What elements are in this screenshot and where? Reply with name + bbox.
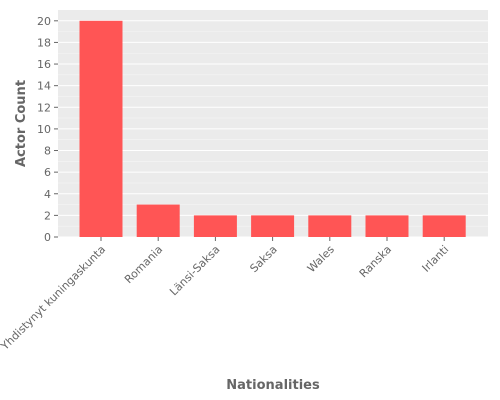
plot-panel xyxy=(58,10,488,237)
bar xyxy=(251,215,295,237)
x-tick-label: Irlanti xyxy=(420,243,452,275)
y-tick-label: 20 xyxy=(37,15,51,28)
bar xyxy=(79,20,123,237)
bar xyxy=(193,215,237,237)
x-tick-label: Romania xyxy=(122,243,165,286)
x-axis: Yhdistynyt kuningaskunta Romania Länsi-Sak… xyxy=(0,237,451,353)
bar xyxy=(365,215,409,237)
x-axis-title: Nationalities xyxy=(226,378,320,393)
bar xyxy=(136,204,180,237)
y-tick-label: 6 xyxy=(44,166,51,179)
bar xyxy=(422,215,466,237)
bar xyxy=(308,215,352,237)
y-axis: 0 2 4 6 8 10 12 14 16 18 20 xyxy=(37,15,58,244)
y-axis-title: Actor Count xyxy=(14,80,29,167)
y-tick-label: 12 xyxy=(37,101,51,114)
y-tick-label: 4 xyxy=(44,188,51,201)
y-tick-label: 10 xyxy=(37,123,51,136)
x-tick-label: Länsi-Saksa xyxy=(167,243,222,298)
x-tick-label: Saksa xyxy=(247,243,279,275)
y-tick-label: 2 xyxy=(44,209,51,222)
y-tick-label: 18 xyxy=(37,36,51,49)
y-tick-label: 14 xyxy=(37,80,51,93)
x-tick-label: Ranska xyxy=(357,243,394,280)
y-tick-label: 16 xyxy=(37,58,51,71)
bars xyxy=(79,20,466,237)
x-tick-label: Yhdistynyt kuningaskunta xyxy=(0,243,108,353)
x-tick-label: Wales xyxy=(305,243,337,275)
grid-lines xyxy=(58,20,488,238)
y-tick-label: 0 xyxy=(44,231,51,244)
y-tick-label: 8 xyxy=(44,145,51,158)
